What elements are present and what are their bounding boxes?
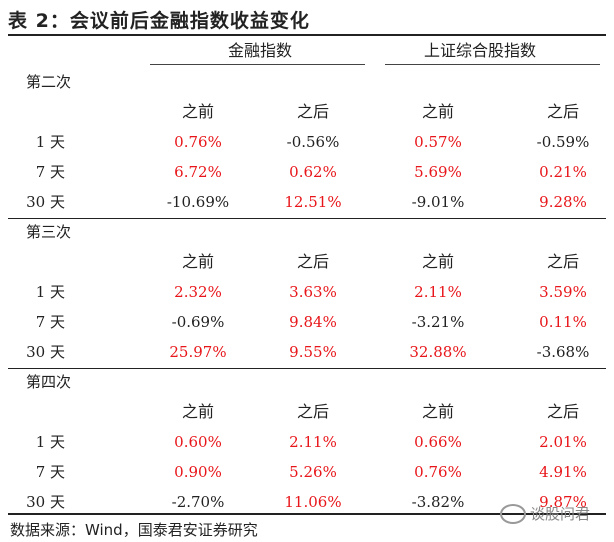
value-cell: -3.82% [411, 493, 465, 511]
value-cell: 0.90% [174, 463, 222, 481]
column-label: 之后 [546, 102, 579, 121]
row-label: 7 天 [35, 163, 65, 181]
value-cell: 2.11% [289, 433, 337, 451]
value-cell: 11.06% [284, 493, 342, 511]
row-label: 7 天 [35, 313, 65, 331]
value-cell: 2.01% [539, 433, 587, 451]
row-label: 7 天 [35, 463, 65, 481]
value-cell: 5.69% [414, 163, 462, 181]
group-header-shanghai: 上证综合股指数 [423, 41, 536, 60]
value-cell: 0.21% [539, 163, 587, 181]
value-cell: 12.51% [284, 193, 342, 211]
group-underline-shanghai [385, 64, 600, 65]
row-label: 30 天 [26, 493, 65, 511]
value-cell: -10.69% [166, 193, 230, 211]
row-label: 30 天 [26, 193, 65, 211]
value-cell: -2.70% [171, 493, 225, 511]
value-cell: 2.11% [414, 283, 462, 301]
value-cell: -0.69% [171, 313, 225, 331]
column-label: 之后 [296, 402, 329, 421]
column-label: 之前 [181, 402, 214, 421]
value-cell: 3.59% [539, 283, 587, 301]
value-cell: 0.76% [414, 463, 462, 481]
group-underline-finance [150, 64, 365, 65]
column-label: 之前 [181, 252, 214, 271]
column-label: 之前 [421, 252, 454, 271]
value-cell: 9.28% [539, 193, 587, 211]
value-cell: 0.66% [414, 433, 462, 451]
value-cell: -0.59% [536, 133, 590, 151]
value-cell: 0.57% [414, 133, 462, 151]
watermark: 谈股问君 [500, 503, 590, 524]
bottom-rule [8, 513, 606, 515]
value-cell: 2.32% [174, 283, 222, 301]
data-source-note: 数据来源：Wind，国泰君安证券研究 [10, 521, 258, 539]
value-cell: 3.63% [289, 283, 337, 301]
section-title: 第二次 [26, 73, 72, 91]
value-cell: 9.87% [539, 493, 587, 511]
value-cell: 9.55% [289, 343, 337, 361]
value-cell: 4.91% [539, 463, 587, 481]
section-divider [8, 368, 606, 369]
value-cell: 5.26% [289, 463, 337, 481]
value-cell: 0.60% [174, 433, 222, 451]
value-cell: 9.84% [289, 313, 337, 331]
column-label: 之后 [546, 252, 579, 271]
column-label: 之前 [421, 402, 454, 421]
section-title: 第三次 [26, 223, 72, 241]
value-cell: -0.56% [286, 133, 340, 151]
value-cell: -9.01% [411, 193, 465, 211]
table-title: 表 2：会议前后金融指数收益变化 [8, 10, 310, 32]
group-header-finance: 金融指数 [227, 41, 292, 60]
section-divider [8, 218, 606, 219]
row-label: 1 天 [35, 283, 65, 301]
value-cell: 0.76% [174, 133, 222, 151]
section-title: 第四次 [26, 373, 72, 391]
value-cell: 0.11% [539, 313, 587, 331]
column-label: 之后 [296, 102, 329, 121]
column-label: 之后 [546, 402, 579, 421]
value-cell: -3.21% [411, 313, 465, 331]
value-cell: -3.68% [536, 343, 590, 361]
value-cell: 6.72% [174, 163, 222, 181]
value-cell: 32.88% [409, 343, 467, 361]
column-label: 之前 [421, 102, 454, 121]
column-label: 之前 [181, 102, 214, 121]
value-cell: 25.97% [169, 343, 227, 361]
row-label: 1 天 [35, 133, 65, 151]
top-rule [8, 34, 606, 36]
row-label: 30 天 [26, 343, 65, 361]
column-label: 之后 [296, 252, 329, 271]
chat-bubble-icon [500, 503, 526, 524]
value-cell: 0.62% [289, 163, 337, 181]
watermark-text: 谈股问君 [530, 505, 591, 523]
row-label: 1 天 [35, 433, 65, 451]
